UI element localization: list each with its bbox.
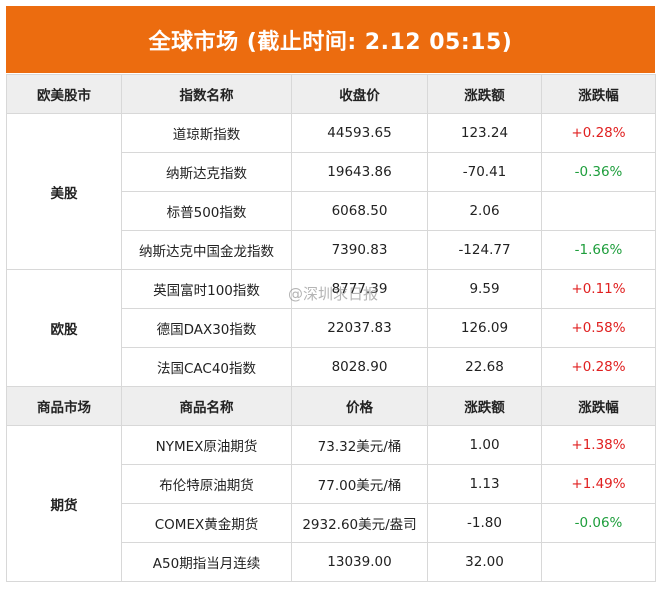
table-row: 期货 NYMEX原油期货 73.32美元/桶 1.00 +1.38% xyxy=(6,425,656,582)
table-row: 欧股 英国富时100指数 8777.39 9.59 +0.11% xyxy=(6,269,656,387)
close-value: 44593.65 xyxy=(291,113,428,153)
change-value: 22.68 xyxy=(427,347,542,387)
change-value: 32.00 xyxy=(427,542,542,582)
pct-value: +1.49% xyxy=(541,464,656,504)
change-value: 9.59 xyxy=(427,269,542,309)
table-row: 法国CAC40指数 8028.90 22.68 +0.28% xyxy=(7,347,656,387)
pct-value: +0.11% xyxy=(541,269,656,309)
table-row: 纳斯达克指数 19643.86 -70.41 -0.36% xyxy=(7,152,656,192)
commodities-header-row: 商品市场 商品名称 价格 涨跌额 涨跌幅 xyxy=(6,386,656,426)
header-cell: 商品市场 xyxy=(6,386,122,426)
change-value: -1.80 xyxy=(427,503,542,543)
change-value: 123.24 xyxy=(427,113,542,153)
group-label: 美股 xyxy=(6,113,122,270)
header-cell: 收盘价 xyxy=(291,74,428,114)
pct-value: +0.28% xyxy=(541,347,656,387)
close-value: 19643.86 xyxy=(291,152,428,192)
index-name: 道琼斯指数 xyxy=(121,113,292,153)
table-row: 德国DAX30指数 22037.83 126.09 +0.58% xyxy=(7,308,656,348)
table-row: COMEX黄金期货 2932.60美元/盎司 -1.80 -0.06% xyxy=(7,503,656,543)
header-cell: 商品名称 xyxy=(121,386,292,426)
close-value: 8028.90 xyxy=(291,347,428,387)
pct-value xyxy=(541,191,656,231)
group-label: 期货 xyxy=(6,425,122,582)
pct-value: +0.28% xyxy=(541,113,656,153)
table-row: 纳斯达克中国金龙指数 7390.83 -124.77 -1.66% xyxy=(7,230,656,270)
index-name: 纳斯达克指数 xyxy=(121,152,292,192)
commodity-name: COMEX黄金期货 xyxy=(121,503,292,543)
commodity-name: A50期指当月连续 xyxy=(121,542,292,582)
price-value: 13039.00 xyxy=(291,542,428,582)
pct-value: +0.58% xyxy=(541,308,656,348)
index-name: 纳斯达克中国金龙指数 xyxy=(121,230,292,270)
pct-value: -1.66% xyxy=(541,230,656,270)
header-cell: 涨跌幅 xyxy=(541,74,656,114)
change-value: 1.13 xyxy=(427,464,542,504)
table-row: 标普500指数 6068.50 2.06 xyxy=(7,191,656,231)
change-value: 126.09 xyxy=(427,308,542,348)
close-value: 22037.83 xyxy=(291,308,428,348)
price-value: 73.32美元/桶 xyxy=(291,425,428,465)
table-header-row: 欧美股市 指数名称 收盘价 涨跌额 涨跌幅 xyxy=(6,74,656,114)
index-name: 法国CAC40指数 xyxy=(121,347,292,387)
commodity-name: 布伦特原油期货 xyxy=(121,464,292,504)
close-value: 8777.39 xyxy=(291,269,428,309)
table-row: 美股 道琼斯指数 44593.65 123.24 +0.28% xyxy=(6,113,656,270)
header-cell: 指数名称 xyxy=(121,74,292,114)
header-cell: 欧美股市 xyxy=(6,74,122,114)
close-value: 6068.50 xyxy=(291,191,428,231)
index-name: 德国DAX30指数 xyxy=(121,308,292,348)
pct-value: -0.06% xyxy=(541,503,656,543)
table-row: A50期指当月连续 13039.00 32.00 xyxy=(7,542,656,582)
index-name: 英国富时100指数 xyxy=(121,269,292,309)
header-cell: 涨跌幅 xyxy=(541,386,656,426)
header-cell: 涨跌额 xyxy=(427,74,542,114)
page-title: 全球市场 (截止时间: 2.12 05:15) xyxy=(6,6,655,73)
change-value: 2.06 xyxy=(427,191,542,231)
change-value: 1.00 xyxy=(427,425,542,465)
price-value: 77.00美元/桶 xyxy=(291,464,428,504)
market-table: 欧美股市 指数名称 收盘价 涨跌额 涨跌幅 美股 道琼斯指数 44593.65 … xyxy=(6,74,656,582)
header-cell: 价格 xyxy=(291,386,428,426)
group-label: 欧股 xyxy=(6,269,122,387)
pct-value: +1.38% xyxy=(541,425,656,465)
header-cell: 涨跌额 xyxy=(427,386,542,426)
index-name: 标普500指数 xyxy=(121,191,292,231)
pct-value: -0.36% xyxy=(541,152,656,192)
price-value: 2932.60美元/盎司 xyxy=(291,503,428,543)
close-value: 7390.83 xyxy=(291,230,428,270)
change-value: -70.41 xyxy=(427,152,542,192)
change-value: -124.77 xyxy=(427,230,542,270)
commodity-name: NYMEX原油期货 xyxy=(121,425,292,465)
pct-value xyxy=(541,542,656,582)
